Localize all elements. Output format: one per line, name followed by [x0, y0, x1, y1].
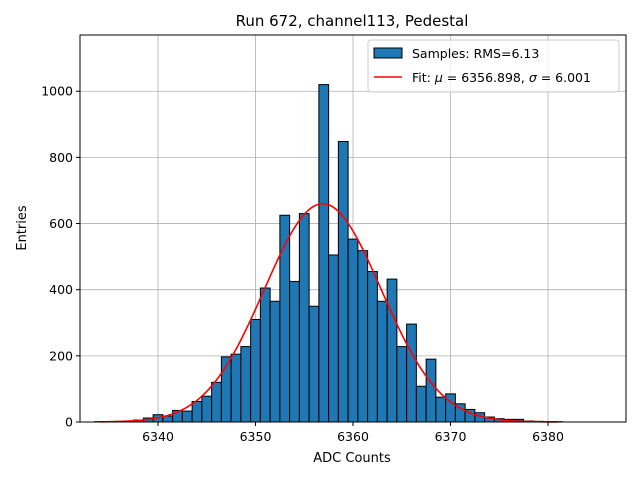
histogram-bar	[386, 278, 398, 423]
histogram-bar	[298, 213, 310, 423]
histogram-bar	[376, 300, 388, 423]
x-tick-label: 6350	[240, 429, 272, 444]
x-axis-ticks: 6340 6350 6360 6370 6380	[142, 422, 564, 444]
legend-fit-mu-value: = 6356.898,	[443, 70, 529, 85]
histogram-bar	[328, 254, 339, 423]
legend: Samples: RMS=6.13 Fit: μ = 6356.898, σ =…	[367, 39, 620, 93]
y-tick-label: 200	[49, 348, 73, 363]
histogram-bar	[250, 318, 261, 423]
legend-fit-label: Fit: μ = 6356.898, σ = 6.001	[412, 70, 591, 85]
histogram-bar	[201, 395, 213, 423]
y-tick-label: 0	[65, 415, 73, 430]
legend-samples-label: Samples: RMS=6.13	[412, 46, 539, 61]
legend-fit-sigma-value: = 6.001	[537, 70, 591, 85]
histogram-bar	[191, 400, 203, 423]
histogram-bar	[181, 410, 193, 423]
histogram-bars	[94, 84, 564, 423]
histogram-bar	[445, 393, 456, 423]
histogram-bar	[435, 396, 447, 423]
y-tick-label: 600	[49, 216, 73, 231]
histogram-bar	[318, 84, 330, 423]
histogram-bar	[269, 300, 281, 423]
histogram-bar	[337, 141, 349, 423]
legend-samples-swatch	[373, 47, 403, 59]
histogram-bar	[240, 346, 252, 423]
y-axis-label: Entries	[15, 205, 30, 251]
y-tick-label: 400	[49, 282, 73, 297]
histogram-bar	[396, 346, 408, 423]
legend-fit-mu-symbol: μ	[434, 70, 443, 85]
histogram-bar	[259, 287, 271, 423]
x-tick-label: 6380	[532, 429, 564, 444]
y-tick-label: 800	[49, 150, 73, 165]
x-tick-label: 6370	[435, 429, 467, 444]
legend-box	[367, 39, 620, 93]
x-tick-label: 6340	[142, 429, 174, 444]
histogram-bar	[230, 353, 242, 423]
histogram-bar	[406, 323, 417, 423]
x-tick-label: 6360	[337, 429, 369, 444]
histogram-bar	[425, 358, 437, 423]
histogram-bar	[289, 280, 300, 423]
histogram-bar	[211, 381, 222, 423]
histogram-bar	[415, 385, 427, 423]
x-axis-label: ADC Counts	[313, 451, 391, 466]
histogram-bar	[357, 250, 369, 423]
y-tick-label: 1000	[41, 84, 73, 99]
fit-curve	[99, 202, 558, 423]
chart-title: Run 672, channel113, Pedestal	[236, 12, 469, 30]
legend-fit-prefix: Fit:	[412, 70, 435, 85]
fit-curve-layer	[99, 202, 558, 423]
histogram-bar	[367, 271, 378, 423]
histogram-bar	[308, 305, 320, 423]
y-axis-ticks: 0 200 400 600 800 1000	[41, 84, 80, 430]
legend-fit-sigma-symbol: σ	[529, 70, 538, 85]
histogram-bar	[347, 238, 359, 423]
